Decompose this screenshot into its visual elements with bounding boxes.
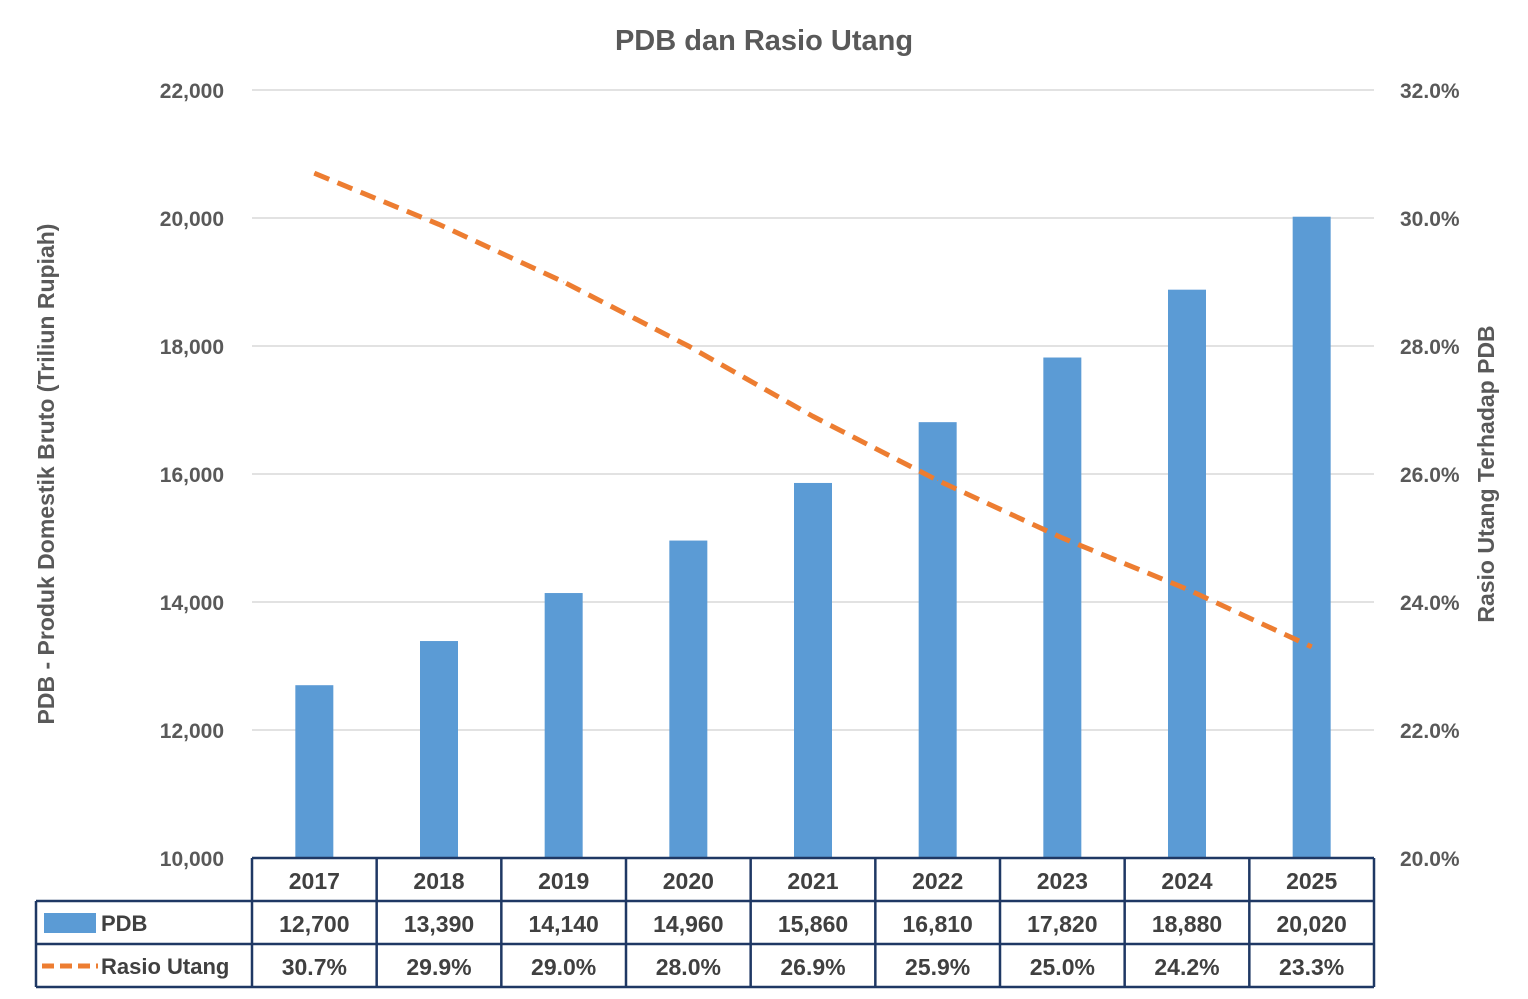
point-rasio-utang-2020	[687, 345, 689, 347]
x-tick-label: 2021	[787, 868, 838, 894]
x-tick-label: 2022	[912, 868, 963, 894]
data-label-pdb: 13,390	[404, 911, 474, 937]
axes: 10,000 12,000 14,000 16,000 18,000 20,000 22,0…	[160, 80, 1460, 871]
y-right-tick-label: 20.0%	[1400, 848, 1460, 871]
data-label-rasio-utang: 24.2%	[1154, 954, 1219, 980]
y-left-tick-label: 12,000	[160, 720, 224, 743]
x-tick-label: 2018	[413, 868, 464, 894]
y-right-tick-label: 26.0%	[1400, 464, 1460, 487]
line-series	[313, 170, 1313, 650]
point-rasio-utang-2024	[1186, 588, 1188, 590]
x-tick-label: 2025	[1286, 868, 1337, 894]
chart-title: PDB dan Rasio Utang	[615, 25, 913, 57]
legend-key-pdb	[44, 913, 96, 933]
x-tick-label: 2020	[663, 868, 714, 894]
y-left-tick-label: 14,000	[160, 592, 224, 615]
data-label-rasio-utang: 28.0%	[656, 954, 721, 980]
y-left-tick-label: 10,000	[160, 848, 224, 871]
point-rasio-utang-2018	[438, 223, 440, 225]
y-right-tick-label: 32.0%	[1400, 80, 1460, 103]
point-rasio-utang-2019	[563, 281, 565, 283]
bar-pdb-2023	[1043, 357, 1082, 858]
bar-pdb-2021	[794, 482, 832, 858]
bar-pdb-2018	[420, 641, 458, 858]
point-rasio-utang-2025	[1311, 646, 1313, 648]
y-left-tick-label: 16,000	[160, 464, 224, 487]
y-left-tick-label: 20,000	[160, 208, 224, 231]
data-table: 2017 2018 2019 2020 2021 2022 2023 2024 2025 PDB R…	[34, 856, 1376, 989]
data-label-pdb: 20,020	[1276, 911, 1346, 937]
bar-series	[295, 216, 1331, 859]
data-label-rasio-utang: 23.3%	[1279, 954, 1344, 980]
bar-pdb-2020	[669, 540, 708, 858]
data-label-rasio-utang: 25.0%	[1030, 954, 1095, 980]
data-label-pdb: 12,700	[279, 911, 349, 937]
data-label-pdb: 15,860	[778, 911, 848, 937]
y-axis-right-label: Rasio Utang Terhadap PDB	[1473, 325, 1499, 622]
data-label-pdb: 14,140	[528, 911, 598, 937]
point-rasio-utang-2023	[1061, 537, 1063, 539]
x-tick-label: 2019	[538, 868, 589, 894]
y-right-tick-label: 30.0%	[1400, 208, 1460, 231]
y-right-tick-label: 22.0%	[1400, 720, 1460, 743]
data-label-rasio-utang: 29.9%	[406, 954, 471, 980]
data-label-rasio-utang: 25.9%	[905, 954, 970, 980]
bar-pdb-2019	[544, 593, 583, 858]
y-left-tick-label: 18,000	[160, 336, 224, 359]
y-axis-left-label: PDB - Produk Domestik Bruto (Triliun Rup…	[33, 224, 59, 725]
data-label-pdb: 17,820	[1027, 911, 1097, 937]
bar-pdb-2017	[295, 685, 334, 858]
x-tick-label: 2017	[289, 868, 340, 894]
bar-pdb-2024	[1168, 289, 1206, 858]
data-label-pdb: 18,880	[1152, 911, 1222, 937]
data-label-rasio-utang: 29.0%	[531, 954, 596, 980]
legend-label-pdb: PDB	[101, 911, 147, 936]
data-label-rasio-utang: 30.7%	[282, 954, 347, 980]
bar-pdb-2022	[918, 422, 957, 858]
x-tick-label: 2024	[1161, 868, 1212, 894]
data-label-pdb: 14,960	[653, 911, 723, 937]
legend-label-rasio-utang: Rasio Utang	[101, 954, 229, 979]
bar-pdb-2025	[1292, 216, 1331, 859]
point-rasio-utang-2017	[313, 172, 315, 174]
y-right-tick-label: 28.0%	[1400, 336, 1460, 359]
point-rasio-utang-2021	[812, 415, 814, 417]
y-right-tick-label: 24.0%	[1400, 592, 1460, 615]
data-label-rasio-utang: 26.9%	[780, 954, 845, 980]
data-label-pdb: 16,810	[902, 911, 972, 937]
x-tick-label: 2023	[1037, 868, 1088, 894]
y-left-tick-label: 22,000	[160, 80, 224, 103]
point-rasio-utang-2022	[937, 479, 939, 481]
